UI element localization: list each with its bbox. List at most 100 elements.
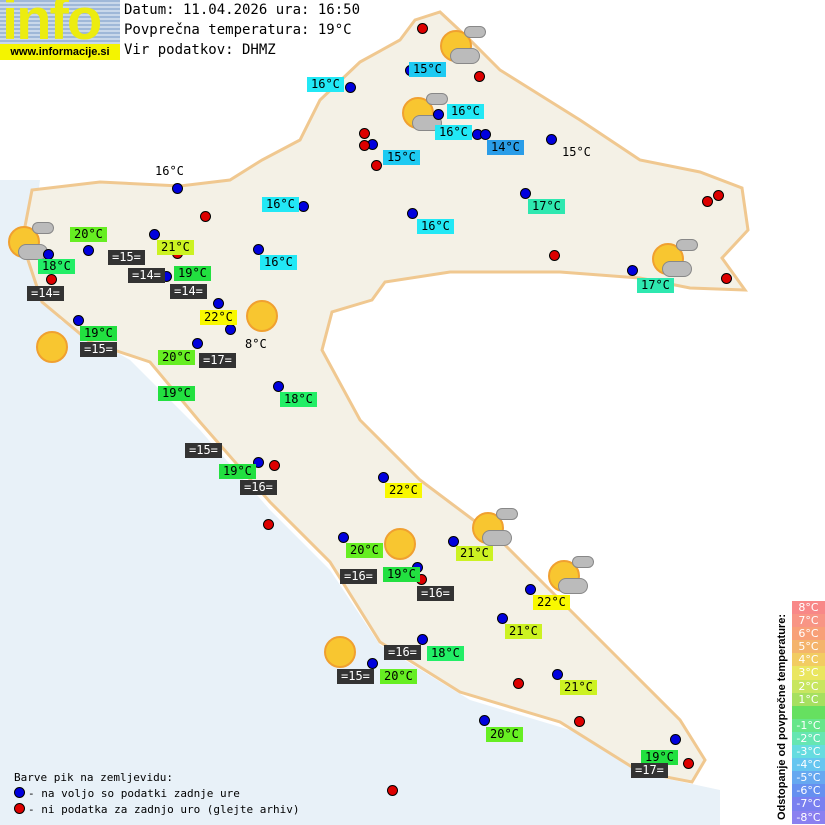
station-dot-available[interactable] <box>552 669 563 680</box>
station-dot-missing[interactable] <box>387 785 398 796</box>
station-dot-missing[interactable] <box>549 250 560 261</box>
station-dot-missing[interactable] <box>263 519 274 530</box>
logo[interactable]: info www.informacije.si <box>0 0 120 60</box>
station-dot-available[interactable] <box>213 298 224 309</box>
station-dot-missing[interactable] <box>702 196 713 207</box>
temperature-label[interactable]: 19°C <box>219 464 256 479</box>
temperature-label[interactable]: 16°C <box>155 164 184 178</box>
station-dot-available[interactable] <box>378 472 389 483</box>
station-dot-available[interactable] <box>417 634 428 645</box>
legend-red: - ni podatka za zadnjo uro (glejte arhiv… <box>14 802 300 818</box>
station-dot-available[interactable] <box>298 201 309 212</box>
temperature-label[interactable]: 16°C <box>447 104 484 119</box>
temperature-label[interactable]: 20°C <box>70 227 107 242</box>
station-dot-available[interactable] <box>546 134 557 145</box>
temperature-label[interactable]: 15°C <box>562 145 591 159</box>
sea-temperature-label[interactable]: =16= <box>340 569 377 584</box>
sea-temperature-label[interactable]: =15= <box>108 250 145 265</box>
sea-temperature-label[interactable]: =16= <box>417 586 454 601</box>
sea-temperature-label[interactable]: =17= <box>199 353 236 368</box>
temperature-label[interactable]: 21°C <box>505 624 542 639</box>
station-dot-available[interactable] <box>627 265 638 276</box>
station-dot-missing[interactable] <box>574 716 585 727</box>
station-dot-available[interactable] <box>520 188 531 199</box>
station-dot-missing[interactable] <box>200 211 211 222</box>
station-dot-available[interactable] <box>149 229 160 240</box>
station-dot-missing[interactable] <box>683 758 694 769</box>
temperature-label[interactable]: 22°C <box>533 595 570 610</box>
sea-temperature-label[interactable]: =15= <box>337 669 374 684</box>
temperature-label[interactable]: 19°C <box>174 266 211 281</box>
station-dot-available[interactable] <box>225 324 236 335</box>
sea-temperature-label[interactable]: =15= <box>80 342 117 357</box>
temperature-label[interactable]: 16°C <box>307 77 344 92</box>
station-dot-available[interactable] <box>253 457 264 468</box>
temperature-label[interactable]: 18°C <box>427 646 464 661</box>
temperature-label[interactable]: 21°C <box>560 680 597 695</box>
station-dot-missing[interactable] <box>513 678 524 689</box>
station-dot-missing[interactable] <box>713 190 724 201</box>
colorbar-title: Odstopanje od povprečne temperature: <box>776 614 788 820</box>
temperature-label[interactable]: 20°C <box>346 543 383 558</box>
station-dot-available[interactable] <box>497 613 508 624</box>
temperature-label[interactable]: 21°C <box>456 546 493 561</box>
temperature-label[interactable]: 18°C <box>38 259 75 274</box>
temperature-label[interactable]: 20°C <box>486 727 523 742</box>
station-dot-available[interactable] <box>367 658 378 669</box>
temperature-label[interactable]: 16°C <box>260 255 297 270</box>
station-dot-available[interactable] <box>73 315 84 326</box>
station-dot-available[interactable] <box>273 381 284 392</box>
temperature-label[interactable]: 18°C <box>280 392 317 407</box>
station-dot-available[interactable] <box>670 734 681 745</box>
station-dot-missing[interactable] <box>359 128 370 139</box>
sea-temperature-label[interactable]: =16= <box>240 480 277 495</box>
sea-temperature-label[interactable]: =14= <box>27 286 64 301</box>
temperature-label[interactable]: 19°C <box>383 567 420 582</box>
station-dot-available[interactable] <box>83 245 94 256</box>
station-dot-available[interactable] <box>480 129 491 140</box>
station-dot-available[interactable] <box>407 208 418 219</box>
sea-temperature-label[interactable]: =15= <box>185 443 222 458</box>
blue-dot-icon <box>14 787 25 798</box>
temperature-label[interactable]: 19°C <box>80 326 117 341</box>
station-dot-available[interactable] <box>253 244 264 255</box>
temperature-label[interactable]: 21°C <box>157 240 194 255</box>
temperature-label[interactable]: 17°C <box>528 199 565 214</box>
temperature-label[interactable]: 20°C <box>158 350 195 365</box>
partly-cloudy-icon <box>652 239 698 277</box>
station-dot-missing[interactable] <box>721 273 732 284</box>
station-dot-available[interactable] <box>479 715 490 726</box>
temperature-label[interactable]: 16°C <box>262 197 299 212</box>
station-dot-missing[interactable] <box>359 140 370 151</box>
temperature-label[interactable]: 22°C <box>200 310 237 325</box>
sea-temperature-label[interactable]: =16= <box>384 645 421 660</box>
temperature-label[interactable]: 15°C <box>409 62 446 77</box>
station-dot-missing[interactable] <box>371 160 382 171</box>
temperature-label[interactable]: 19°C <box>641 750 678 765</box>
temperature-label[interactable]: 22°C <box>385 483 422 498</box>
station-dot-available[interactable] <box>433 109 444 120</box>
sea-temperature-label[interactable]: =14= <box>128 268 165 283</box>
station-dot-missing[interactable] <box>46 274 57 285</box>
station-dot-missing[interactable] <box>269 460 280 471</box>
station-dot-available[interactable] <box>448 536 459 547</box>
station-dot-available[interactable] <box>172 183 183 194</box>
temperature-label[interactable]: 19°C <box>158 386 195 401</box>
temperature-label[interactable]: 17°C <box>637 278 674 293</box>
colorbar-step: -2°C <box>792 731 825 746</box>
station-dot-missing[interactable] <box>417 23 428 34</box>
sea-temperature-label[interactable]: =17= <box>631 763 668 778</box>
sea-temperature-label[interactable]: =14= <box>170 284 207 299</box>
temperature-label[interactable]: 16°C <box>435 125 472 140</box>
station-dot-available[interactable] <box>192 338 203 349</box>
temperature-label[interactable]: 16°C <box>417 219 454 234</box>
station-dot-available[interactable] <box>338 532 349 543</box>
temperature-label[interactable]: 15°C <box>383 150 420 165</box>
temperature-label[interactable]: 20°C <box>380 669 417 684</box>
logo-url[interactable]: www.informacije.si <box>0 44 120 60</box>
temperature-label[interactable]: 14°C <box>487 140 524 155</box>
temperature-label[interactable]: 8°C <box>245 337 267 351</box>
station-dot-available[interactable] <box>525 584 536 595</box>
station-dot-missing[interactable] <box>474 71 485 82</box>
station-dot-available[interactable] <box>345 82 356 93</box>
